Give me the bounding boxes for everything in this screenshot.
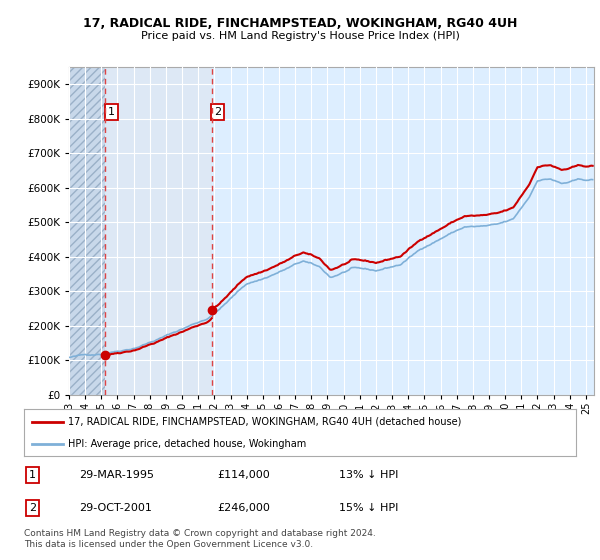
- Text: 1: 1: [29, 470, 36, 480]
- Bar: [69, 67, 106, 395]
- Text: 17, RADICAL RIDE, FINCHAMPSTEAD, WOKINGHAM, RG40 4UH (detached house): 17, RADICAL RIDE, FINCHAMPSTEAD, WOKINGH…: [68, 417, 461, 427]
- Text: £246,000: £246,000: [217, 503, 270, 513]
- Text: Price paid vs. HM Land Registry's House Price Index (HPI): Price paid vs. HM Land Registry's House …: [140, 31, 460, 41]
- Text: 17, RADICAL RIDE, FINCHAMPSTEAD, WOKINGHAM, RG40 4UH: 17, RADICAL RIDE, FINCHAMPSTEAD, WOKINGH…: [83, 17, 517, 30]
- Text: 1: 1: [108, 107, 115, 117]
- Text: 29-OCT-2001: 29-OCT-2001: [79, 503, 152, 513]
- Bar: [69, 67, 106, 395]
- Text: £114,000: £114,000: [217, 470, 270, 480]
- Bar: [106, 67, 212, 395]
- Text: 29-MAR-1995: 29-MAR-1995: [79, 470, 154, 480]
- Text: HPI: Average price, detached house, Wokingham: HPI: Average price, detached house, Woki…: [68, 438, 307, 449]
- Text: 2: 2: [214, 107, 221, 117]
- Text: 2: 2: [29, 503, 36, 513]
- Text: Contains HM Land Registry data © Crown copyright and database right 2024.
This d: Contains HM Land Registry data © Crown c…: [24, 529, 376, 549]
- Text: 15% ↓ HPI: 15% ↓ HPI: [338, 503, 398, 513]
- Text: 13% ↓ HPI: 13% ↓ HPI: [338, 470, 398, 480]
